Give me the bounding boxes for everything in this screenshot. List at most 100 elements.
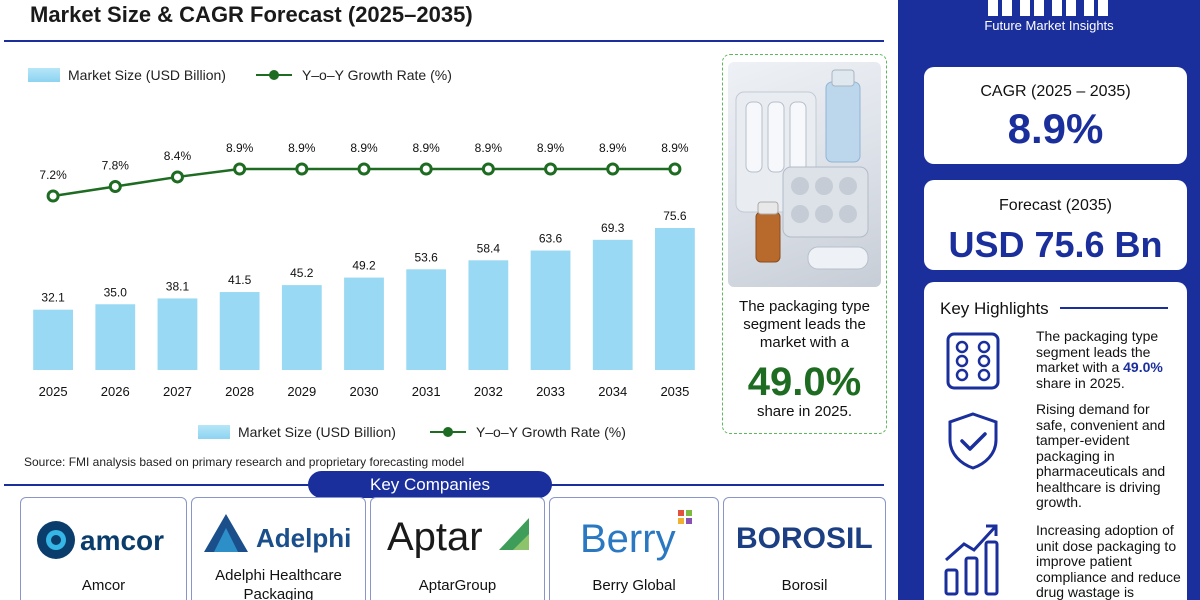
legend-line-label: Y–o–Y Growth Rate (%) [301, 67, 452, 83]
borosil-logo: BOROSIL [736, 522, 873, 555]
growth-point [108, 179, 122, 193]
bar [33, 309, 73, 370]
growth-value-label: 8.9% [537, 141, 565, 155]
bar-value-label: 38.1 [166, 279, 190, 293]
packaging-photo [728, 62, 881, 287]
segment-suffix: share in 2025. [756, 403, 853, 420]
company-name: Berry Global [592, 577, 676, 594]
highlight-2: Rising demand for safe, convenient and t… [1036, 401, 1166, 510]
highlight-1-pre: The packaging type segment leads the mar… [1036, 328, 1159, 375]
blister-pack-icon [946, 332, 1000, 390]
x-tick-label: 2026 [101, 384, 130, 399]
growth-value-label: 8.9% [599, 141, 627, 155]
legend-line-swatch [255, 68, 292, 82]
growth-point [481, 162, 495, 176]
company-name: Amcor [81, 577, 126, 594]
bar [592, 239, 633, 370]
growth-point [606, 162, 620, 176]
shield-check-icon [948, 412, 998, 470]
x-tick-label: 2028 [225, 384, 254, 399]
x-tick-label: 2027 [163, 384, 192, 399]
growth-value-label: 8.9% [226, 141, 254, 155]
growth-point [46, 189, 60, 203]
growth-value-label: 7.8% [102, 158, 130, 172]
borosil-logo-text: BOROSIL [736, 522, 873, 555]
forecast-value: USD 75.6 Bn [948, 224, 1163, 265]
growth-point [295, 162, 309, 176]
bar [157, 298, 198, 370]
x-tick-label: 2030 [350, 384, 379, 399]
company-card-borosil: BOROSIL Borosil [723, 497, 886, 600]
bar [219, 292, 260, 370]
legend-bottom: Market Size (USD Billion) Y–o–Y Growth R… [198, 424, 626, 440]
bar [344, 277, 384, 370]
growth-point [233, 162, 247, 176]
legend-bar-swatch [28, 68, 60, 82]
company-name: AptarGroup [418, 577, 497, 594]
company-card-berry: Berry Berry Global [549, 497, 719, 600]
growth-point [544, 162, 558, 176]
growth-value-label: 8.9% [288, 141, 316, 155]
x-tick-label: 2033 [536, 384, 565, 399]
cagr-card: CAGR (2025 – 2035) 8.9% [924, 67, 1187, 164]
highlights-title: Key Highlights [940, 299, 1049, 318]
growth-value-label: 7.2% [39, 168, 67, 182]
highlight-3: Increasing adoption of unit dose packagi… [1036, 522, 1181, 600]
page-title: Market Size & CAGR Forecast (2025–2035) [30, 2, 473, 27]
bar-value-label: 53.6 [415, 250, 439, 264]
legend-line-swatch [429, 425, 466, 439]
key-companies-title: Key Companies [308, 471, 552, 498]
legend-line-label: Y–o–Y Growth Rate (%) [475, 424, 626, 440]
forecast-card: Forecast (2035) USD 75.6 Bn [924, 180, 1187, 270]
growth-chart-icon [944, 524, 999, 596]
bar [95, 304, 136, 370]
aptar-logo: Aptar [387, 515, 529, 558]
amcor-logo-text: amcor [80, 525, 164, 556]
highlight-1-post: share in 2025. [1036, 374, 1125, 391]
cagr-value: 8.9% [1007, 105, 1104, 152]
bar-value-label: 32.1 [41, 291, 65, 305]
bar-value-label: 75.6 [663, 209, 687, 223]
bar-value-label: 35.0 [104, 285, 128, 299]
bar [468, 260, 509, 370]
company-card-aptar: Aptar AptarGroup [370, 497, 545, 600]
legend-bar-label: Market Size (USD Billion) [68, 67, 226, 83]
segment-text: The packaging type segment leads the mar… [739, 298, 870, 351]
fmi-logo-mark [988, 0, 1108, 16]
forecast-label: Forecast (2035) [999, 197, 1112, 214]
company-name: Adelphi Healthcare Packaging [215, 567, 342, 600]
packaging-illustration [735, 69, 869, 270]
growth-point [170, 170, 184, 184]
bar [406, 269, 447, 370]
bar-value-label: 49.2 [352, 259, 376, 273]
highlights-divider [1060, 307, 1168, 309]
highlight-1: The packaging type segment leads the mar… [1036, 328, 1181, 391]
bar [530, 250, 571, 370]
growth-value-label: 8.9% [475, 141, 503, 155]
x-tick-label: 2032 [474, 384, 503, 399]
cagr-label: CAGR (2025 – 2035) [980, 83, 1131, 100]
x-tick-label: 2035 [660, 384, 689, 399]
growth-value-label: 8.9% [661, 141, 689, 155]
legend-bar-label: Market Size (USD Billion) [238, 424, 396, 440]
growth-value-label: 8.9% [413, 141, 441, 155]
amcor-logo: amcor [37, 521, 164, 559]
company-name: Borosil [781, 577, 828, 594]
adelphi-logo: Adelphi [204, 514, 351, 553]
growth-value-label: 8.9% [350, 141, 378, 155]
x-tick-label: 2029 [287, 384, 316, 399]
title-divider [4, 40, 884, 42]
highlight-1-bold: 49.0% [1123, 359, 1163, 375]
x-tick-label: 2031 [412, 384, 441, 399]
market-chart: 32.1 2025 35.0 2026 38.1 2027 41.5 2028 45.2 2029… [33, 141, 695, 399]
aptar-logo-text: Aptar [387, 515, 483, 558]
source-note: Source: FMI analysis based on primary re… [24, 455, 465, 469]
legend-bar-swatch [198, 425, 230, 439]
bar [281, 285, 322, 370]
growth-point [668, 162, 682, 176]
growth-value-label: 8.4% [164, 149, 192, 163]
bar [655, 228, 695, 370]
brand-name: Future Market Insights [984, 18, 1114, 33]
growth-point [357, 162, 371, 176]
berry-logo-text: Berry [580, 517, 676, 561]
